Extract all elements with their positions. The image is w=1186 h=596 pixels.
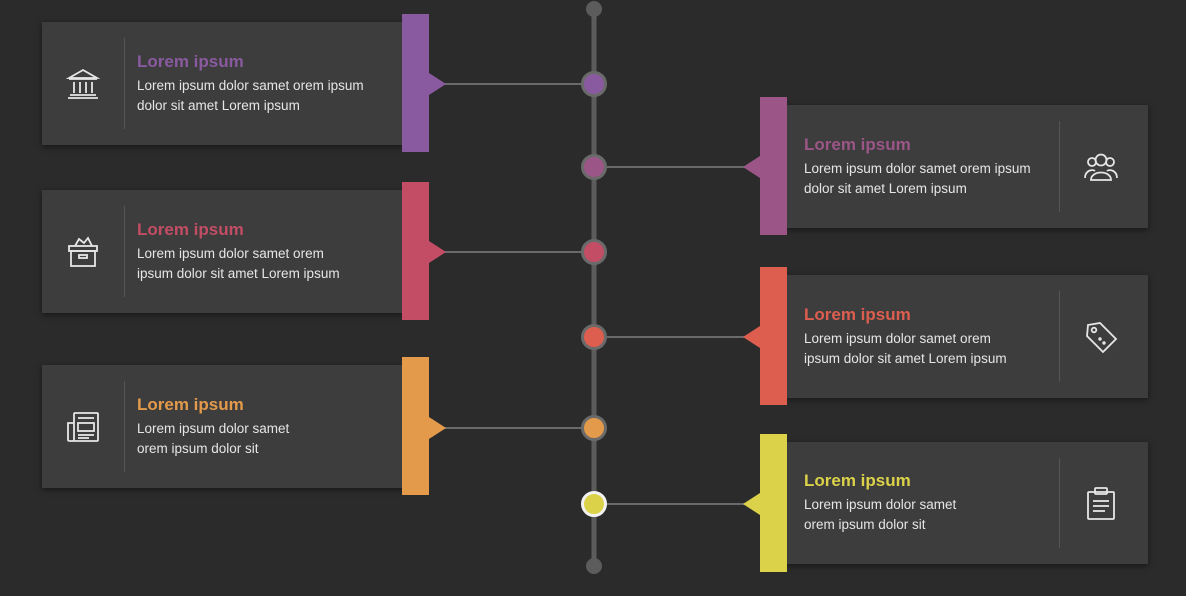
card-5-text: Lorem ipsum Lorem ipsum dolor samet orem…	[137, 365, 394, 488]
timeline-card-4: Lorem ipsum Lorem ipsum dolor samet orem…	[786, 275, 1148, 398]
card-3-title: Lorem ipsum	[137, 219, 244, 239]
timeline-card-2: Lorem ipsum Lorem ipsum dolor samet orem…	[786, 105, 1148, 228]
card-1-pointer	[429, 73, 446, 95]
clipboard-icon	[1087, 487, 1115, 520]
card-4-divider	[1059, 291, 1060, 382]
card-4-icon-box	[1060, 275, 1142, 398]
card-1-color-tab	[402, 14, 429, 152]
card-5-pointer	[429, 417, 446, 439]
card-5-divider	[124, 381, 125, 472]
bank-icon	[65, 68, 101, 99]
card-3-pointer	[429, 241, 446, 263]
card-3-body-line2: ipsum dolor sit amet Lorem ipsum	[137, 265, 340, 281]
card-1-icon-box	[42, 22, 124, 145]
timeline-node-4	[581, 324, 607, 350]
card-6-text: Lorem ipsum Lorem ipsum dolor samet orem…	[804, 442, 1056, 564]
card-3-text: Lorem ipsum Lorem ipsum dolor samet orem…	[137, 190, 394, 313]
card-5-body-line1: Lorem ipsum dolor samet	[137, 420, 290, 436]
timeline-node-3	[581, 239, 607, 265]
card-5-title: Lorem ipsum	[137, 394, 244, 414]
timeline-bottom-cap	[586, 558, 602, 574]
timeline-node-6	[581, 491, 607, 517]
card-6-body-line1: Lorem ipsum dolor samet	[804, 497, 957, 512]
card-2-body-line1: Lorem ipsum dolor samet orem ipsum	[804, 160, 1031, 176]
card-2-text: Lorem ipsum Lorem ipsum dolor samet orem…	[804, 105, 1056, 228]
card-4-text: Lorem ipsum Lorem ipsum dolor samet orem…	[804, 275, 1056, 398]
timeline-node-5	[581, 415, 607, 441]
card-2-body-line2: dolor sit amet Lorem ipsum	[804, 180, 967, 196]
card-1-body-line1: Lorem ipsum dolor samet orem ipsum	[137, 77, 364, 93]
card-6-title: Lorem ipsum	[804, 471, 911, 490]
card-3-divider	[124, 206, 125, 297]
card-6-color-tab	[760, 434, 787, 572]
card-1-body-line2: dolor sit amet Lorem ipsum	[137, 97, 300, 113]
timeline-card-3: Lorem ipsum Lorem ipsum dolor samet orem…	[42, 190, 404, 313]
card-6-icon-box	[1060, 442, 1142, 564]
card-4-color-tab	[760, 267, 787, 405]
card-5-icon-box	[42, 365, 124, 488]
card-4-title: Lorem ipsum	[804, 304, 911, 324]
card-2-color-tab	[760, 97, 787, 235]
card-2-title: Lorem ipsum	[804, 134, 911, 154]
card-5-body-line2: orem ipsum dolor sit	[137, 440, 259, 456]
card-4-body-line2: ipsum dolor sit amet Lorem ipsum	[804, 350, 1007, 366]
users-icon	[1084, 153, 1118, 181]
card-2-divider	[1059, 121, 1060, 212]
card-3-icon-box	[42, 190, 124, 313]
card-5-color-tab	[402, 357, 429, 495]
timeline-card-6: Lorem ipsum Lorem ipsum dolor samet orem…	[786, 442, 1148, 564]
card-6-divider	[1059, 458, 1060, 548]
tag-icon	[1086, 321, 1118, 353]
card-1-title: Lorem ipsum	[137, 51, 244, 71]
card-3-color-tab	[402, 182, 429, 320]
timeline-node-1	[581, 71, 607, 97]
card-4-body-line1: Lorem ipsum dolor samet orem	[804, 330, 991, 346]
newspaper-icon	[67, 411, 99, 442]
card-6-body-line2: orem ipsum dolor sit	[804, 517, 926, 532]
card-2-icon-box	[1060, 105, 1142, 228]
timeline-card-1: Lorem ipsum Lorem ipsum dolor samet orem…	[42, 22, 404, 145]
card-3-body-line1: Lorem ipsum dolor samet orem	[137, 245, 324, 261]
card-4-pointer	[743, 326, 760, 348]
card-2-pointer	[743, 156, 760, 178]
timeline-node-2	[581, 154, 607, 180]
card-6-pointer	[743, 493, 760, 515]
box-icon	[68, 235, 98, 267]
timeline-card-5: Lorem ipsum Lorem ipsum dolor samet orem…	[42, 365, 404, 488]
timeline-top-cap	[586, 1, 602, 17]
card-1-divider	[124, 38, 125, 129]
card-1-text: Lorem ipsum Lorem ipsum dolor samet orem…	[137, 22, 394, 145]
